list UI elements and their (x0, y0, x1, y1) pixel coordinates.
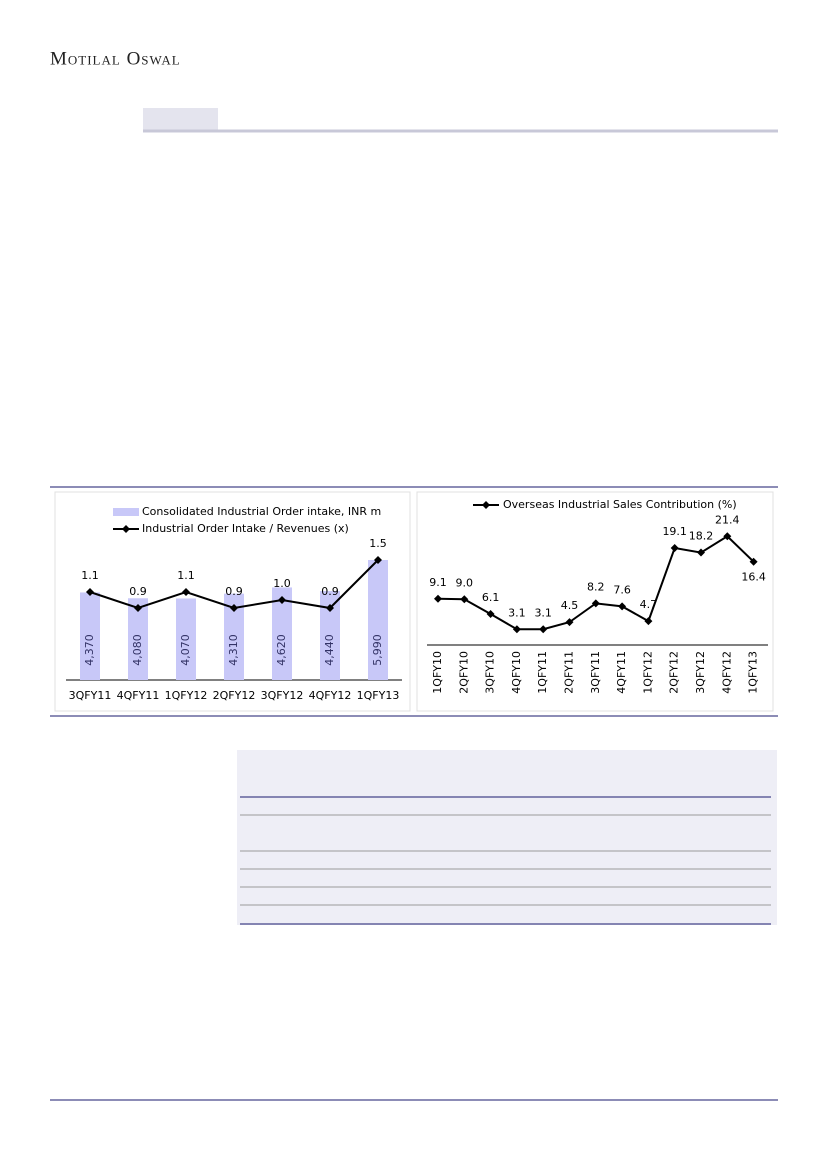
marker (539, 625, 548, 634)
x-tick-label: 3QFY12 (261, 689, 304, 702)
bar-label: 4,620 (275, 634, 288, 666)
x-tick-label: 2QFY12 (668, 651, 681, 694)
bar (224, 593, 244, 680)
x-tick-label: 1QFY13 (747, 651, 760, 694)
data-label: 7.6 (613, 583, 631, 596)
x-tick-label: 3QFY11 (69, 689, 112, 702)
marker (434, 594, 442, 603)
x-tick-label: 1QFY13 (357, 689, 400, 702)
marker (278, 596, 286, 604)
marker (460, 595, 469, 604)
data-label: 16.4 (741, 571, 766, 584)
marker (374, 556, 382, 564)
data-label: 8.2 (587, 580, 605, 593)
marker (618, 602, 627, 611)
marker (749, 557, 758, 566)
bar-label: 4,070 (179, 634, 192, 666)
data-label: 9.1 (429, 576, 447, 589)
x-tick-label: 1QFY11 (536, 651, 549, 694)
bar-label: 4,440 (323, 634, 336, 666)
bar (368, 560, 388, 680)
marker (670, 543, 679, 552)
bar (272, 587, 292, 680)
bar-label: 5,990 (371, 634, 384, 666)
marker (86, 588, 94, 596)
x-tick-label: 4QFY12 (720, 651, 733, 694)
section-tab (143, 108, 218, 130)
marker (486, 610, 495, 619)
legend-swatch (113, 508, 139, 516)
data-label: 1.0 (273, 577, 291, 590)
data-label: 18.2 (689, 530, 714, 543)
marker (182, 588, 190, 596)
data-label: 1.1 (177, 569, 195, 582)
bar (128, 598, 148, 680)
legend-label: Industrial Order Intake / Revenues (x) (142, 522, 349, 535)
data-label: 19.1 (662, 525, 687, 538)
data-label: 0.9 (225, 585, 243, 598)
x-tick-label: 4QFY12 (309, 689, 352, 702)
data-label: 0.9 (129, 585, 147, 598)
data-label: 1.1 (81, 569, 99, 582)
data-label: 6.1 (482, 591, 500, 604)
x-tick-label: 2QFY12 (213, 689, 256, 702)
bar-label: 4,080 (131, 634, 144, 666)
bar-label: 4,310 (227, 634, 240, 666)
x-tick-label: 1QFY12 (165, 689, 208, 702)
legend-label: Overseas Industrial Sales Contribution (… (503, 498, 737, 511)
x-tick-label: 1QFY12 (641, 651, 654, 694)
table-area (237, 750, 777, 925)
bar (80, 592, 100, 680)
x-tick-label: 1QFY10 (431, 651, 444, 694)
data-label: 0.9 (321, 585, 339, 598)
x-tick-label: 2QFY10 (457, 651, 470, 694)
data-label: 3.1 (534, 606, 552, 619)
x-tick-label: 4QFY10 (510, 651, 523, 694)
data-label: 21.4 (715, 513, 740, 526)
legend-marker (482, 501, 490, 509)
x-tick-label: 4QFY11 (117, 689, 160, 702)
bar (176, 598, 196, 680)
data-label: 4.5 (561, 599, 579, 612)
data-label: 9.0 (456, 576, 474, 589)
marker (512, 625, 521, 634)
data-label: 4.7 (640, 598, 658, 611)
x-tick-label: 2QFY11 (563, 651, 576, 694)
bar (320, 591, 340, 680)
marker (644, 617, 653, 626)
bar-label: 4,370 (83, 634, 96, 666)
legend-label: Consolidated Industrial Order intake, IN… (142, 505, 381, 518)
marker (565, 618, 574, 627)
data-label: 1.5 (369, 537, 387, 550)
data-label: 3.1 (508, 606, 526, 619)
marker (591, 599, 600, 608)
brand: Motilal Oswal (50, 48, 181, 69)
marker (697, 548, 705, 557)
x-tick-label: 3QFY12 (694, 651, 707, 694)
x-tick-label: 4QFY11 (615, 651, 628, 694)
marker (134, 604, 142, 612)
marker (723, 532, 732, 541)
x-tick-label: 3QFY10 (484, 651, 497, 694)
legend-marker (122, 525, 130, 533)
marker (230, 604, 238, 612)
x-tick-label: 3QFY11 (589, 651, 602, 694)
marker (326, 604, 334, 612)
